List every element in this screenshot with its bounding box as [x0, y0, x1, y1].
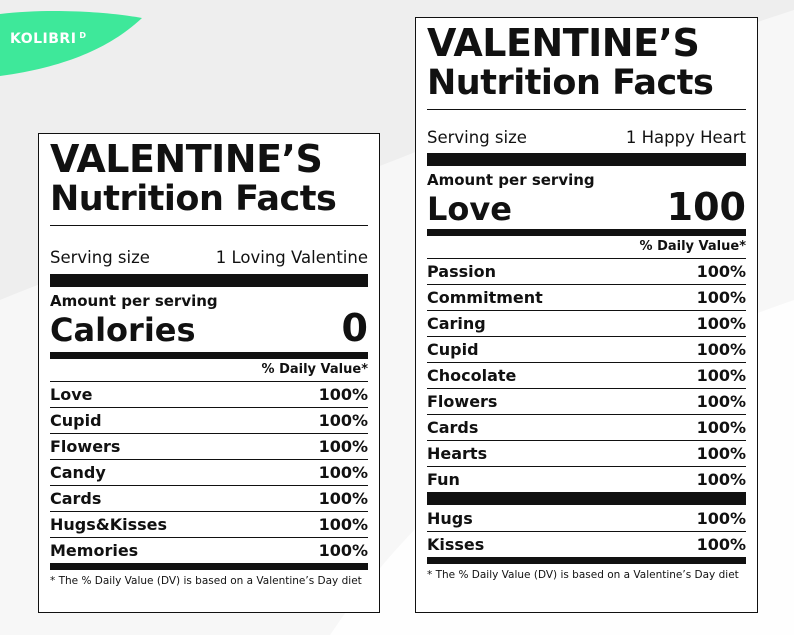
serving-size-label: Serving size [427, 128, 527, 147]
footnote: * The % Daily Value (DV) is based on a V… [50, 575, 362, 587]
nutrient-daily-value: 100% [318, 489, 368, 508]
nutrient-daily-value: 100% [696, 262, 746, 281]
serving-size-value: 1 Loving Valentine [215, 248, 368, 267]
nutrient-row: Flowers 100% [50, 433, 368, 459]
medium-divider [50, 352, 368, 359]
brand-logo: KOLIBRI D [0, 10, 145, 78]
nutrient-list: Love 100% Cupid 100% Flowers 100% Candy 100% Car… [50, 381, 368, 563]
main-nutrient-row: Calories 0 [50, 306, 368, 350]
nutrient-name: Cupid [427, 340, 479, 359]
label-title-line1: VALENTINE’S [427, 21, 700, 65]
nutrient-name: Flowers [427, 392, 498, 411]
nutrient-daily-value: 100% [696, 340, 746, 359]
nutrient-daily-value: 100% [696, 288, 746, 307]
nutrient-name: Candy [50, 463, 106, 482]
nutrient-daily-value: 100% [696, 444, 746, 463]
nutrient-row: Cards 100% [50, 485, 368, 511]
nutrient-daily-value: 100% [318, 385, 368, 404]
nutrient-name: Passion [427, 262, 497, 281]
nutrient-row: Passion 100% [427, 258, 746, 284]
nutrition-label-left: VALENTINE’S Nutrition Facts Serving size… [38, 133, 380, 613]
nutrient-row: Hearts 100% [427, 440, 746, 466]
nutrient-name: Hugs&Kisses [50, 515, 168, 534]
nutrient-row: Caring 100% [427, 310, 746, 336]
main-nutrient-value: 100 [666, 185, 746, 229]
label-title-line2: Nutrition Facts [50, 179, 337, 219]
nutrient-name: Hugs [427, 508, 473, 528]
nutrient-row: Commitment 100% [427, 284, 746, 310]
nutrition-label-right: VALENTINE’S Nutrition Facts Serving size… [415, 17, 758, 613]
nutrient-name: Chocolate [427, 366, 517, 385]
nutrient-row: Chocolate 100% [427, 362, 746, 388]
nutrient-daily-value: 100% [318, 515, 368, 534]
daily-value-header: % Daily Value* [261, 362, 368, 377]
thick-divider [50, 274, 368, 287]
serving-size-value: 1 Happy Heart [625, 128, 746, 147]
nutrient-daily-value: 100% [696, 418, 746, 437]
nutrient-name: Fun [427, 470, 460, 489]
daily-value-header: % Daily Value* [639, 239, 746, 254]
medium-divider [427, 229, 746, 236]
logo-text: KOLIBRI D [10, 31, 87, 47]
main-nutrient-value: 0 [341, 306, 368, 350]
nutrient-name: Hearts [427, 444, 488, 463]
thick-divider-lower [427, 492, 746, 505]
nutrient-row: Cards 100% [427, 414, 746, 440]
nutrient-row: Cupid 100% [50, 407, 368, 433]
nutrient-row: Love 100% [50, 381, 368, 407]
serving-size-row: Serving size 1 Loving Valentine [50, 248, 368, 267]
main-nutrient-name: Love [427, 190, 512, 228]
label-title-line1: VALENTINE’S [50, 137, 323, 181]
nutrient-row: Cupid 100% [427, 336, 746, 362]
serving-size-row: Serving size 1 Happy Heart [427, 128, 746, 147]
nutrient-name: Love [50, 385, 93, 404]
logo-superscript: D [79, 31, 87, 40]
nutrient-name: Commitment [427, 288, 543, 307]
amount-per-serving-label: Amount per serving [50, 292, 218, 310]
nutrient-daily-value: 100% [696, 392, 746, 411]
nutrient-row: Hugs&Kisses 100% [50, 511, 368, 537]
nutrient-row: Kisses 100% [427, 531, 746, 557]
main-nutrient-name: Calories [50, 311, 196, 349]
label-title-line2: Nutrition Facts [427, 63, 714, 103]
nutrient-row: Candy 100% [50, 459, 368, 485]
nutrient-list-lower: Hugs 100% Kisses 100% [427, 505, 746, 557]
nutrient-name: Flowers [50, 437, 121, 456]
nutrient-daily-value: 100% [318, 463, 368, 482]
amount-per-serving-label: Amount per serving [427, 171, 595, 189]
nutrient-daily-value: 100% [696, 314, 746, 333]
nutrient-name: Kisses [427, 535, 485, 554]
nutrient-name: Cupid [50, 411, 102, 430]
nutrient-daily-value: 100% [696, 508, 746, 528]
nutrient-list: Passion 100% Commitment 100% Caring 100% Cupid… [427, 258, 746, 492]
nutrient-name: Caring [427, 314, 486, 333]
nutrient-name: Cards [50, 489, 102, 508]
nutrient-row: Memories 100% [50, 537, 368, 563]
title-rule [50, 225, 368, 226]
nutrient-daily-value: 100% [696, 470, 746, 489]
nutrient-name: Memories [50, 541, 139, 560]
main-nutrient-row: Love 100 [427, 185, 746, 229]
nutrient-name: Cards [427, 418, 479, 437]
nutrient-daily-value: 100% [318, 437, 368, 456]
nutrient-daily-value: 100% [696, 366, 746, 385]
bottom-divider [427, 557, 746, 564]
nutrient-row: Flowers 100% [427, 388, 746, 414]
nutrient-daily-value: 100% [696, 535, 746, 554]
nutrient-row: Hugs 100% [427, 505, 746, 531]
title-rule [427, 109, 746, 110]
logo-leaf-shape [0, 11, 142, 76]
thick-divider [427, 153, 746, 166]
serving-size-label: Serving size [50, 248, 150, 267]
footnote: * The % Daily Value (DV) is based on a V… [427, 569, 739, 581]
nutrient-daily-value: 100% [318, 541, 368, 560]
nutrient-row: Fun 100% [427, 466, 746, 492]
nutrient-daily-value: 100% [318, 411, 368, 430]
bottom-divider [50, 563, 368, 570]
